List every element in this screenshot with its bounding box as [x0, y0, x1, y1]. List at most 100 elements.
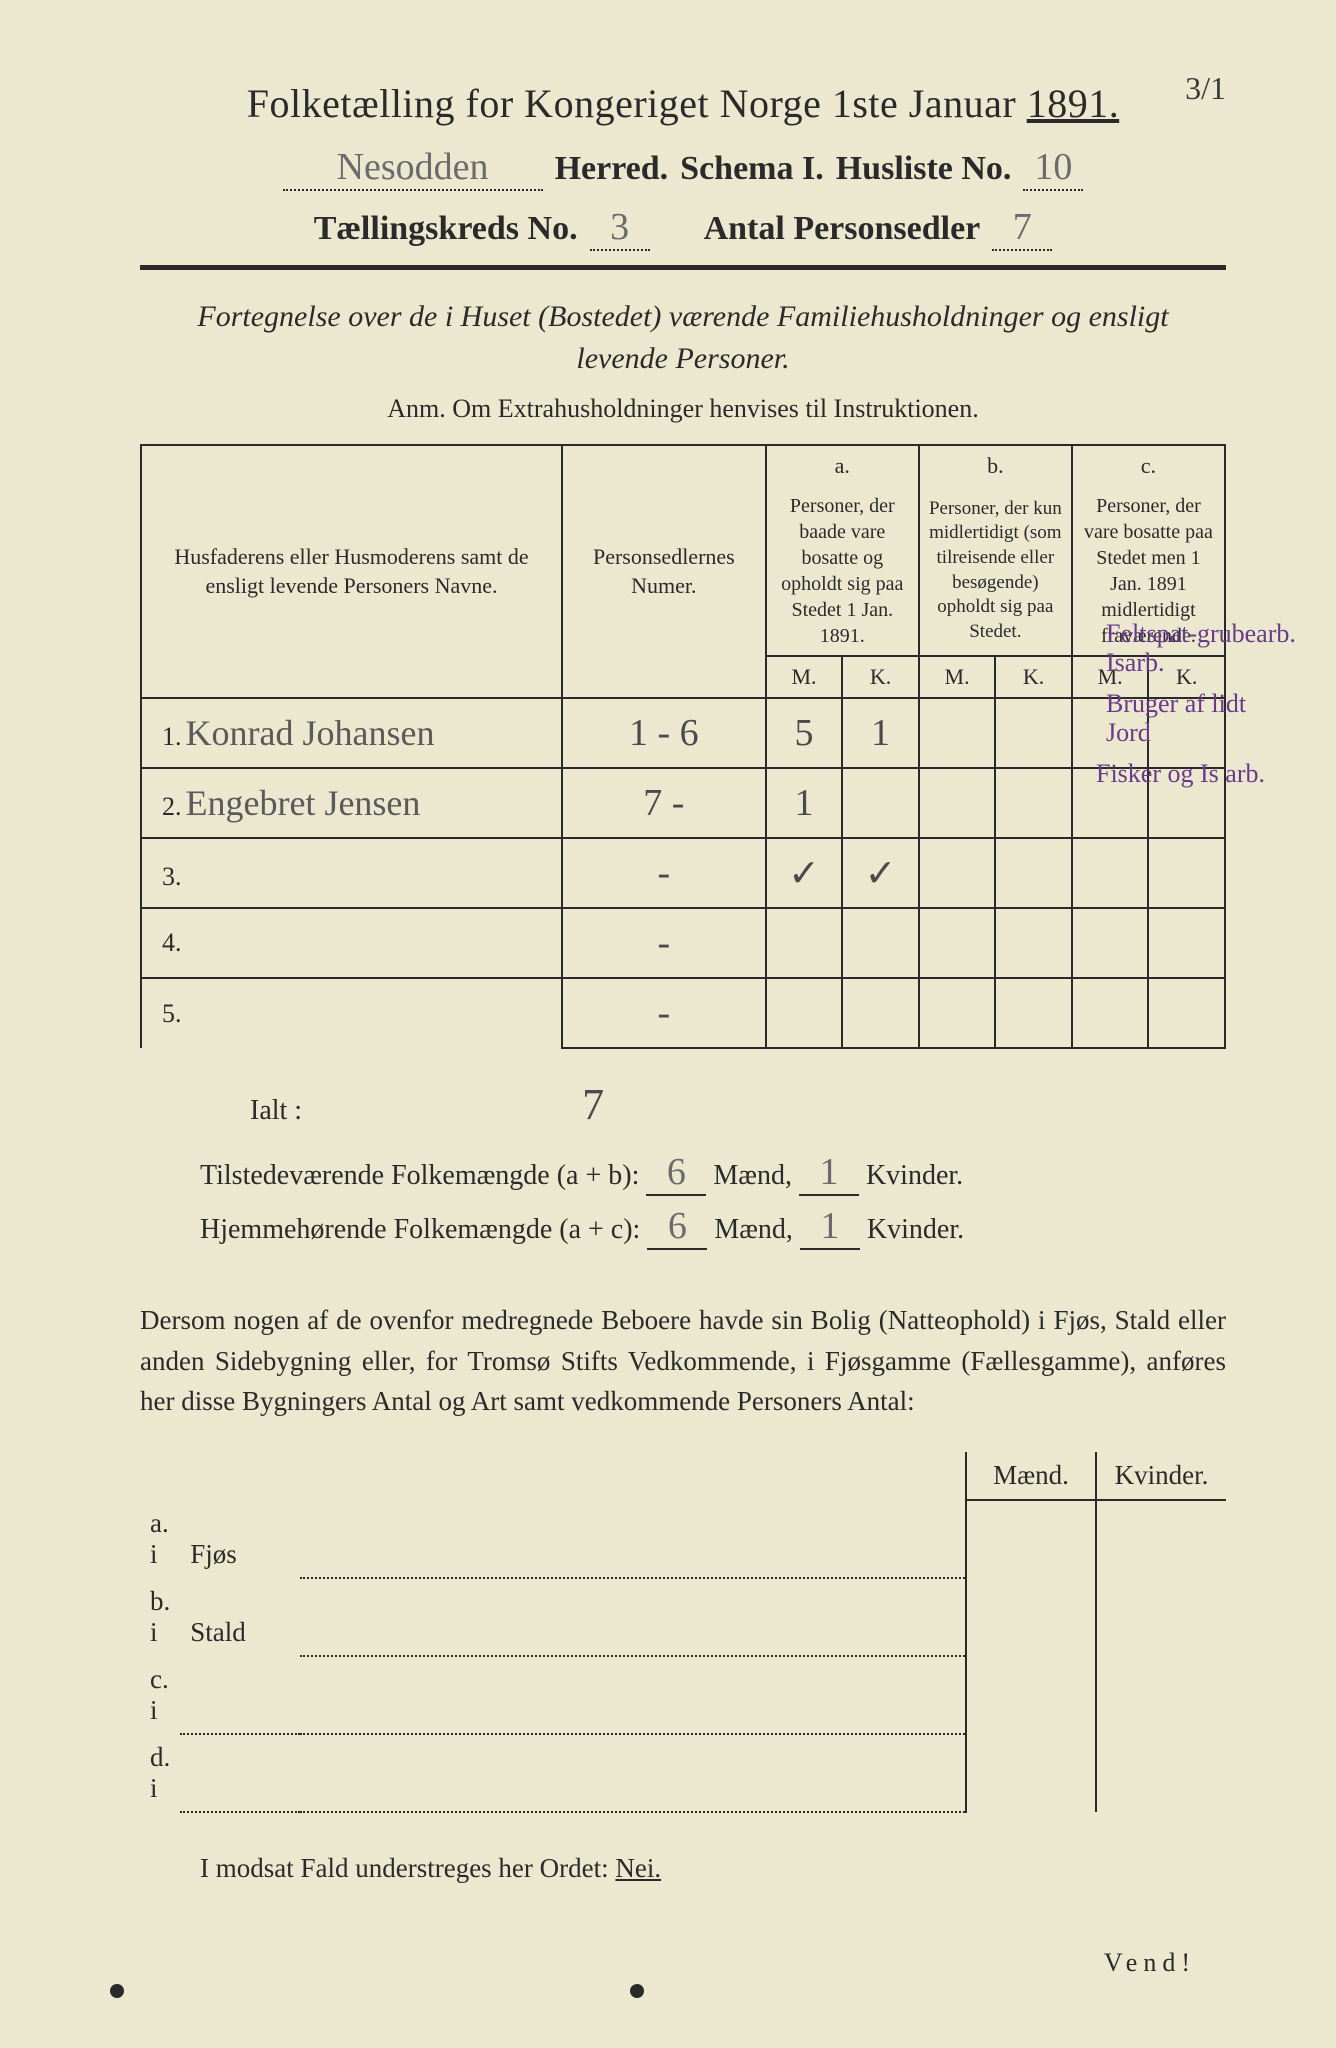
cell-sedler: 7 - [562, 768, 766, 838]
col-names: Husfaderens eller Husmoderens samt de en… [141, 445, 562, 698]
bottom-row-b: b. i Stald [140, 1578, 1226, 1656]
table-row: 3. - ✓ ✓ [141, 838, 1225, 908]
table-row: 2. Engebret Jensen 7 - 1 [141, 768, 1225, 838]
col-b-label: b. [919, 445, 1072, 487]
cell-ak: ✓ [842, 838, 919, 908]
cell-ck [1148, 978, 1225, 1048]
col-a-label: a. [766, 445, 919, 487]
cell-sedler: - [562, 838, 766, 908]
cell-bk [995, 908, 1072, 978]
summary2-label: Hjemmehørende Folkemængde (a + c): [200, 1214, 640, 1245]
divider [140, 265, 1226, 270]
bottom-c-label: c. i [140, 1656, 180, 1734]
cell-cm [1072, 838, 1149, 908]
col-a-m: M. [766, 656, 843, 699]
cell-sedler: - [562, 978, 766, 1048]
title-prefix: Folketælling for Kongeriget Norge 1ste J… [247, 81, 1016, 126]
paragraph: Dersom nogen af de ovenfor medregnede Be… [140, 1300, 1226, 1422]
cell-bk [995, 978, 1072, 1048]
table-head-row-1: Husfaderens eller Husmoderens samt de en… [141, 445, 1225, 487]
cell-ck [1148, 838, 1225, 908]
bottom-d-label: d. i [140, 1734, 180, 1812]
bottom-kvinder: Kvinder. [1096, 1452, 1226, 1500]
col-a-text: Personer, der baade vare bosatte og opho… [766, 487, 919, 656]
summary2-m: 6 [647, 1204, 707, 1250]
kreds-value: 3 [590, 205, 650, 251]
cell-sedler: - [562, 908, 766, 978]
summary-resident: Hjemmehørende Folkemængde (a + c): 6 Mæn… [200, 1204, 1226, 1250]
intro-line-1: Fortegnelse over de i Huset (Bostedet) v… [140, 300, 1226, 334]
husliste-label: Husliste No. [836, 150, 1012, 188]
nei-text: I modsat Fald understreges her Ordet: [200, 1853, 615, 1883]
col-b-m: M. [919, 656, 996, 699]
summary2-k: 1 [800, 1204, 860, 1250]
cell-ak [842, 978, 919, 1048]
cell-am: ✓ [766, 838, 843, 908]
cell-sedler: 1 - 6 [562, 698, 766, 768]
anm-note: Anm. Om Extrahusholdninger henvises til … [140, 394, 1226, 424]
census-table: Husfaderens eller Husmoderens samt de en… [140, 444, 1226, 1049]
cell-am: 5 [766, 698, 843, 768]
vend-label: Vend! [1104, 1948, 1196, 1978]
bottom-row-d: d. i [140, 1734, 1226, 1812]
cell-bm [919, 838, 996, 908]
col-b-k: K. [995, 656, 1072, 699]
bottom-b-label: b. i [140, 1578, 180, 1656]
cell-ak [842, 768, 919, 838]
summary1-klabel: Kvinder. [866, 1160, 963, 1191]
header-line-2: Nesodden Herred. Schema I. Husliste No. … [140, 145, 1226, 191]
summary1-m: 6 [646, 1150, 706, 1196]
ialt-label: Ialt : [250, 1095, 302, 1127]
intro-line-2: levende Personer. [140, 342, 1226, 376]
cell-ak [842, 908, 919, 978]
cell-name: 1. Konrad Johansen [141, 698, 562, 768]
herred-label: Herred. [555, 150, 669, 188]
nei-word: Nei. [615, 1853, 661, 1883]
bottom-head: Mænd. Kvinder. [140, 1452, 1226, 1500]
cell-bm [919, 908, 996, 978]
summary1-label: Tilstedeværende Folkemængde (a + b): [200, 1160, 639, 1191]
title-year: 1891. [1027, 81, 1120, 126]
bottom-row-a: a. i Fjøs [140, 1500, 1226, 1578]
col-b-text: Personer, der kun midlertidigt (som tilr… [919, 487, 1072, 656]
cell-name: 2. Engebret Jensen [141, 768, 562, 838]
bottom-maend: Mænd. [966, 1452, 1096, 1500]
bottom-b-txt: Stald [180, 1578, 300, 1656]
cell-bk [995, 768, 1072, 838]
husliste-value: 10 [1023, 145, 1083, 191]
summary2-klabel: Kvinder. [867, 1214, 964, 1245]
herred-value: Nesodden [283, 145, 543, 191]
nei-line: I modsat Fald understreges her Ordet: Ne… [200, 1853, 1226, 1884]
summary2-mlabel: Mænd, [714, 1214, 793, 1245]
table-row: 1. Konrad Johansen 1 - 6 5 1 [141, 698, 1225, 768]
ialt-line: Ialt : 7 [250, 1079, 1226, 1130]
bottom-a-label: a. i [140, 1500, 180, 1578]
kreds-label: Tællingskreds No. [314, 210, 578, 248]
cell-name: 5. [141, 978, 562, 1048]
cell-bm [919, 768, 996, 838]
col-a-k: K. [842, 656, 919, 699]
margin-annotation-2: Bruger af lidt Jord [1106, 690, 1296, 747]
cell-cm [1072, 978, 1149, 1048]
antal-label: Antal Personsedler [704, 210, 981, 248]
margin-annotation-3: Fisker og Is arb. [1096, 760, 1296, 789]
cell-ck [1148, 908, 1225, 978]
cell-bm [919, 698, 996, 768]
col-c-label: c. [1072, 445, 1225, 487]
ialt-value: 7 [582, 1079, 604, 1130]
cell-name: 4. [141, 908, 562, 978]
summary1-mlabel: Mænd, [713, 1160, 792, 1191]
cell-bm [919, 978, 996, 1048]
table-row: 5. - [141, 978, 1225, 1048]
cell-bk [995, 698, 1072, 768]
bottom-table: Mænd. Kvinder. a. i Fjøs b. i Stald c. i… [140, 1452, 1226, 1813]
antal-value: 7 [992, 205, 1052, 251]
col-nummer: Personsedlernes Numer. [562, 445, 766, 698]
margin-annotation-1: Feltspat-grubearb. Isarb. [1106, 620, 1306, 677]
bottom-a-txt: Fjøs [180, 1500, 300, 1578]
cell-am [766, 908, 843, 978]
schema-label: Schema I. [680, 150, 824, 188]
punch-dot [110, 1984, 124, 1998]
cell-am: 1 [766, 768, 843, 838]
cell-name: 3. [141, 838, 562, 908]
